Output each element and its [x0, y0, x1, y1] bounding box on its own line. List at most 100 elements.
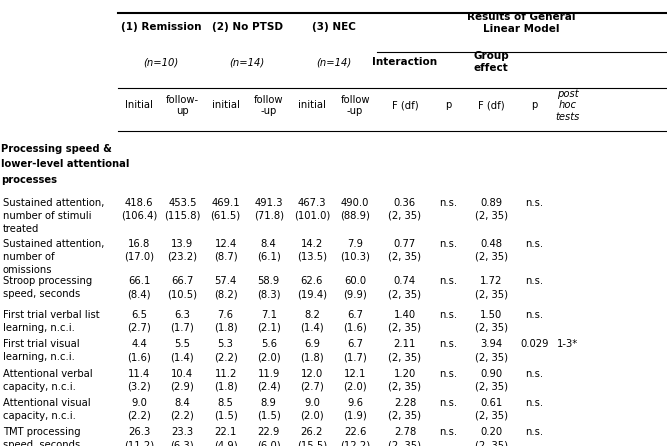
Text: initial: initial	[298, 100, 326, 111]
Text: (10.5): (10.5)	[167, 289, 197, 299]
Text: First trial verbal list: First trial verbal list	[3, 310, 99, 320]
Text: (1.7): (1.7)	[171, 322, 194, 333]
Text: 26.2: 26.2	[301, 427, 323, 438]
Text: (n=14): (n=14)	[316, 57, 351, 67]
Text: (101.0): (101.0)	[293, 211, 330, 221]
Text: 1.20: 1.20	[394, 368, 416, 379]
Text: n.s.: n.s.	[526, 368, 544, 379]
Text: (106.4): (106.4)	[121, 211, 157, 221]
Text: learning, n.c.i.: learning, n.c.i.	[3, 352, 75, 362]
Text: n.s.: n.s.	[526, 239, 544, 249]
Text: 0.74: 0.74	[394, 276, 416, 286]
Text: 0.36: 0.36	[394, 198, 416, 208]
Text: (1.5): (1.5)	[257, 411, 281, 421]
Text: 7.9: 7.9	[347, 239, 363, 249]
Text: 7.1: 7.1	[261, 310, 277, 320]
Text: 1.72: 1.72	[480, 276, 502, 286]
Text: (1.4): (1.4)	[300, 322, 323, 333]
Text: 9.6: 9.6	[347, 398, 363, 408]
Text: 22.6: 22.6	[344, 427, 366, 438]
Text: (8.7): (8.7)	[213, 252, 237, 262]
Text: capacity, n.c.i.: capacity, n.c.i.	[3, 411, 75, 421]
Text: (17.0): (17.0)	[124, 252, 154, 262]
Text: (10.3): (10.3)	[340, 252, 370, 262]
Text: 5.5: 5.5	[174, 339, 190, 349]
Text: 10.4: 10.4	[171, 368, 193, 379]
Text: n.s.: n.s.	[439, 310, 457, 320]
Text: 1-3*: 1-3*	[557, 339, 578, 349]
Text: 12.0: 12.0	[301, 368, 323, 379]
Text: (6.1): (6.1)	[257, 252, 281, 262]
Text: 12.4: 12.4	[214, 239, 237, 249]
Text: 2.78: 2.78	[394, 427, 416, 438]
Text: Group
effect: Group effect	[474, 51, 509, 73]
Text: number of: number of	[3, 252, 54, 262]
Text: (1.6): (1.6)	[344, 322, 367, 333]
Text: Attentional verbal: Attentional verbal	[3, 368, 92, 379]
Text: post
hoc
tests: post hoc tests	[556, 89, 580, 122]
Text: Stroop processing: Stroop processing	[3, 276, 92, 286]
Text: (1.5): (1.5)	[213, 411, 237, 421]
Text: (2, 35): (2, 35)	[388, 441, 422, 446]
Text: n.s.: n.s.	[526, 198, 544, 208]
Text: 9.0: 9.0	[131, 398, 147, 408]
Text: (3) NEC: (3) NEC	[311, 22, 356, 32]
Text: omissions: omissions	[3, 265, 52, 275]
Text: n.s.: n.s.	[439, 398, 457, 408]
Text: 5.6: 5.6	[261, 339, 277, 349]
Text: (2, 35): (2, 35)	[388, 381, 422, 392]
Text: (2.0): (2.0)	[257, 352, 281, 362]
Text: (8.4): (8.4)	[127, 289, 151, 299]
Text: (1.7): (1.7)	[344, 352, 367, 362]
Text: 4.4: 4.4	[131, 339, 147, 349]
Text: n.s.: n.s.	[526, 310, 544, 320]
Text: p: p	[445, 100, 451, 111]
Text: (6.3): (6.3)	[171, 441, 194, 446]
Text: follow
-up: follow -up	[340, 95, 370, 116]
Text: 0.48: 0.48	[480, 239, 502, 249]
Text: n.s.: n.s.	[526, 398, 544, 408]
Text: (2.4): (2.4)	[257, 381, 281, 392]
Text: 0.20: 0.20	[480, 427, 502, 438]
Text: 11.9: 11.9	[257, 368, 280, 379]
Text: 6.7: 6.7	[347, 310, 363, 320]
Text: 8.4: 8.4	[261, 239, 277, 249]
Text: 11.4: 11.4	[128, 368, 150, 379]
Text: 0.77: 0.77	[394, 239, 416, 249]
Text: n.s.: n.s.	[439, 198, 457, 208]
Text: (n=10): (n=10)	[143, 57, 179, 67]
Text: (15.5): (15.5)	[297, 441, 327, 446]
Text: (2.0): (2.0)	[300, 411, 323, 421]
Text: 57.4: 57.4	[214, 276, 237, 286]
Text: 12.1: 12.1	[344, 368, 366, 379]
Text: 8.9: 8.9	[261, 398, 277, 408]
Text: Sustained attention,: Sustained attention,	[3, 198, 104, 208]
Text: Results of General
Linear Model: Results of General Linear Model	[467, 12, 576, 34]
Text: 0.61: 0.61	[480, 398, 502, 408]
Text: (2, 35): (2, 35)	[475, 411, 508, 421]
Text: 8.4: 8.4	[175, 398, 190, 408]
Text: Attentional visual: Attentional visual	[3, 398, 90, 408]
Text: 22.9: 22.9	[257, 427, 280, 438]
Text: (2, 35): (2, 35)	[475, 441, 508, 446]
Text: 58.9: 58.9	[257, 276, 280, 286]
Text: 26.3: 26.3	[128, 427, 150, 438]
Text: follow
-up: follow -up	[254, 95, 283, 116]
Text: (19.4): (19.4)	[297, 289, 327, 299]
Text: 5.3: 5.3	[217, 339, 233, 349]
Text: capacity, n.c.i.: capacity, n.c.i.	[3, 381, 75, 392]
Text: n.s.: n.s.	[526, 276, 544, 286]
Text: (6.0): (6.0)	[257, 441, 281, 446]
Text: (2, 35): (2, 35)	[388, 252, 422, 262]
Text: 491.3: 491.3	[255, 198, 283, 208]
Text: 490.0: 490.0	[341, 198, 370, 208]
Text: 60.0: 60.0	[344, 276, 366, 286]
Text: 7.6: 7.6	[217, 310, 233, 320]
Text: (2, 35): (2, 35)	[388, 289, 422, 299]
Text: n.s.: n.s.	[439, 427, 457, 438]
Text: 2.11: 2.11	[394, 339, 416, 349]
Text: (1.4): (1.4)	[171, 352, 194, 362]
Text: (2, 35): (2, 35)	[475, 211, 508, 221]
Text: (13.5): (13.5)	[297, 252, 327, 262]
Text: (2, 35): (2, 35)	[388, 322, 422, 333]
